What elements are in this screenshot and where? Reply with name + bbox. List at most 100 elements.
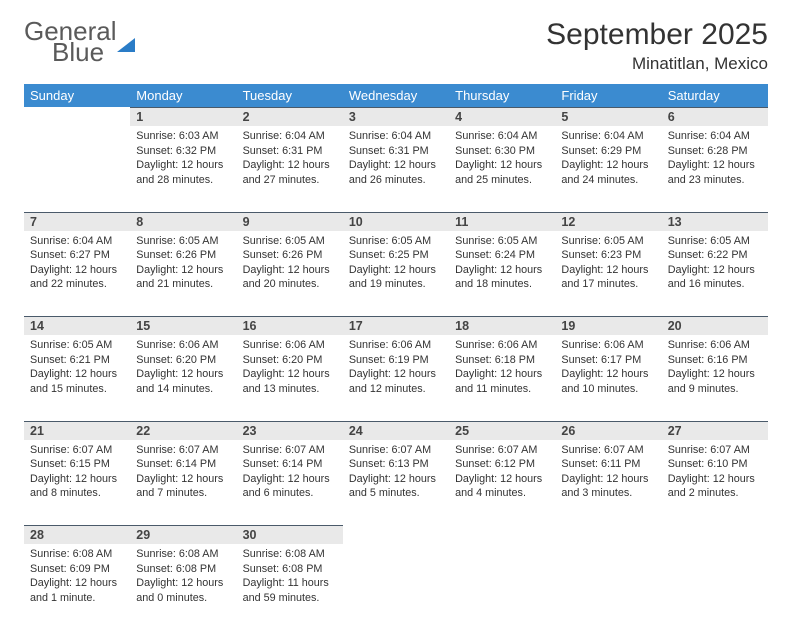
sunset-text: Sunset: 6:29 PM xyxy=(561,144,655,159)
weekday-header-row: Sunday Monday Tuesday Wednesday Thursday… xyxy=(24,84,768,108)
sunset-text: Sunset: 6:12 PM xyxy=(455,457,549,472)
day-data-cell xyxy=(343,544,449,630)
header: General Blue September 2025 Minatitlan, … xyxy=(24,18,768,74)
daylight-text-1: Daylight: 12 hours xyxy=(136,263,230,278)
day-data-row: Sunrise: 6:08 AMSunset: 6:09 PMDaylight:… xyxy=(24,544,768,630)
sunrise-text: Sunrise: 6:04 AM xyxy=(668,129,762,144)
day-number-cell: 23 xyxy=(237,421,343,440)
day-number-cell: 21 xyxy=(24,421,130,440)
day-data-cell: Sunrise: 6:05 AMSunset: 6:22 PMDaylight:… xyxy=(662,231,768,317)
daylight-text-2: and 24 minutes. xyxy=(561,173,655,188)
sunset-text: Sunset: 6:32 PM xyxy=(136,144,230,159)
weekday-header: Tuesday xyxy=(237,84,343,108)
day-number-cell: 29 xyxy=(130,526,236,545)
daylight-text-1: Daylight: 12 hours xyxy=(668,158,762,173)
calendar-table: Sunday Monday Tuesday Wednesday Thursday… xyxy=(24,84,768,630)
daylight-text-1: Daylight: 12 hours xyxy=(136,472,230,487)
daylight-text-2: and 2 minutes. xyxy=(668,486,762,501)
daylight-text-2: and 28 minutes. xyxy=(136,173,230,188)
sunrise-text: Sunrise: 6:07 AM xyxy=(349,443,443,458)
day-number-cell: 24 xyxy=(343,421,449,440)
day-data-row: Sunrise: 6:07 AMSunset: 6:15 PMDaylight:… xyxy=(24,440,768,526)
sunset-text: Sunset: 6:27 PM xyxy=(30,248,124,263)
day-data-row: Sunrise: 6:05 AMSunset: 6:21 PMDaylight:… xyxy=(24,335,768,421)
daylight-text-2: and 22 minutes. xyxy=(30,277,124,292)
sunrise-text: Sunrise: 6:06 AM xyxy=(668,338,762,353)
day-number-cell xyxy=(24,108,130,127)
day-number-cell xyxy=(449,526,555,545)
sunset-text: Sunset: 6:17 PM xyxy=(561,353,655,368)
day-number-cell xyxy=(555,526,661,545)
day-data-row: Sunrise: 6:04 AMSunset: 6:27 PMDaylight:… xyxy=(24,231,768,317)
day-number-cell: 26 xyxy=(555,421,661,440)
day-number-cell: 30 xyxy=(237,526,343,545)
day-number-cell xyxy=(662,526,768,545)
sunrise-text: Sunrise: 6:08 AM xyxy=(243,547,337,562)
daylight-text-1: Daylight: 12 hours xyxy=(668,472,762,487)
daylight-text-2: and 10 minutes. xyxy=(561,382,655,397)
daylight-text-2: and 23 minutes. xyxy=(668,173,762,188)
daylight-text-2: and 15 minutes. xyxy=(30,382,124,397)
day-number-cell: 2 xyxy=(237,108,343,127)
daylight-text-1: Daylight: 12 hours xyxy=(668,263,762,278)
daylight-text-1: Daylight: 12 hours xyxy=(455,158,549,173)
daylight-text-2: and 59 minutes. xyxy=(243,591,337,606)
day-number-cell: 8 xyxy=(130,212,236,231)
daylight-text-1: Daylight: 12 hours xyxy=(561,472,655,487)
sunset-text: Sunset: 6:08 PM xyxy=(136,562,230,577)
daylight-text-1: Daylight: 12 hours xyxy=(349,158,443,173)
day-number-cell: 16 xyxy=(237,317,343,336)
daylight-text-2: and 13 minutes. xyxy=(243,382,337,397)
day-number-cell: 4 xyxy=(449,108,555,127)
daylight-text-2: and 16 minutes. xyxy=(668,277,762,292)
day-number-cell: 3 xyxy=(343,108,449,127)
day-data-cell xyxy=(24,126,130,212)
day-number-cell: 13 xyxy=(662,212,768,231)
weekday-header: Friday xyxy=(555,84,661,108)
day-number-cell: 7 xyxy=(24,212,130,231)
daylight-text-2: and 0 minutes. xyxy=(136,591,230,606)
sunrise-text: Sunrise: 6:07 AM xyxy=(561,443,655,458)
sunrise-text: Sunrise: 6:08 AM xyxy=(136,547,230,562)
day-data-cell: Sunrise: 6:07 AMSunset: 6:14 PMDaylight:… xyxy=(130,440,236,526)
day-data-cell: Sunrise: 6:08 AMSunset: 6:08 PMDaylight:… xyxy=(237,544,343,630)
day-number-cell: 10 xyxy=(343,212,449,231)
sunrise-text: Sunrise: 6:07 AM xyxy=(668,443,762,458)
sunrise-text: Sunrise: 6:04 AM xyxy=(455,129,549,144)
sunset-text: Sunset: 6:31 PM xyxy=(243,144,337,159)
day-number-cell: 14 xyxy=(24,317,130,336)
sunrise-text: Sunrise: 6:05 AM xyxy=(136,234,230,249)
daylight-text-2: and 11 minutes. xyxy=(455,382,549,397)
day-data-cell: Sunrise: 6:07 AMSunset: 6:10 PMDaylight:… xyxy=(662,440,768,526)
day-data-cell: Sunrise: 6:05 AMSunset: 6:25 PMDaylight:… xyxy=(343,231,449,317)
day-data-cell: Sunrise: 6:07 AMSunset: 6:12 PMDaylight:… xyxy=(449,440,555,526)
daynum-row: 282930 xyxy=(24,526,768,545)
weekday-header: Saturday xyxy=(662,84,768,108)
daylight-text-2: and 9 minutes. xyxy=(668,382,762,397)
sunrise-text: Sunrise: 6:07 AM xyxy=(243,443,337,458)
sunset-text: Sunset: 6:21 PM xyxy=(30,353,124,368)
day-data-cell: Sunrise: 6:06 AMSunset: 6:18 PMDaylight:… xyxy=(449,335,555,421)
day-data-cell: Sunrise: 6:05 AMSunset: 6:23 PMDaylight:… xyxy=(555,231,661,317)
sunset-text: Sunset: 6:24 PM xyxy=(455,248,549,263)
day-data-cell: Sunrise: 6:07 AMSunset: 6:14 PMDaylight:… xyxy=(237,440,343,526)
sunset-text: Sunset: 6:18 PM xyxy=(455,353,549,368)
day-number-cell: 22 xyxy=(130,421,236,440)
sunrise-text: Sunrise: 6:05 AM xyxy=(561,234,655,249)
daynum-row: 14151617181920 xyxy=(24,317,768,336)
day-number-cell xyxy=(343,526,449,545)
day-data-cell: Sunrise: 6:03 AMSunset: 6:32 PMDaylight:… xyxy=(130,126,236,212)
sunrise-text: Sunrise: 6:05 AM xyxy=(668,234,762,249)
day-data-cell: Sunrise: 6:05 AMSunset: 6:26 PMDaylight:… xyxy=(130,231,236,317)
sunset-text: Sunset: 6:20 PM xyxy=(243,353,337,368)
day-number-cell: 9 xyxy=(237,212,343,231)
daylight-text-2: and 6 minutes. xyxy=(243,486,337,501)
daylight-text-2: and 27 minutes. xyxy=(243,173,337,188)
sunset-text: Sunset: 6:23 PM xyxy=(561,248,655,263)
day-data-cell xyxy=(555,544,661,630)
sunrise-text: Sunrise: 6:06 AM xyxy=(455,338,549,353)
daylight-text-1: Daylight: 12 hours xyxy=(349,263,443,278)
daylight-text-1: Daylight: 12 hours xyxy=(668,367,762,382)
daylight-text-1: Daylight: 12 hours xyxy=(561,158,655,173)
day-data-cell: Sunrise: 6:06 AMSunset: 6:16 PMDaylight:… xyxy=(662,335,768,421)
